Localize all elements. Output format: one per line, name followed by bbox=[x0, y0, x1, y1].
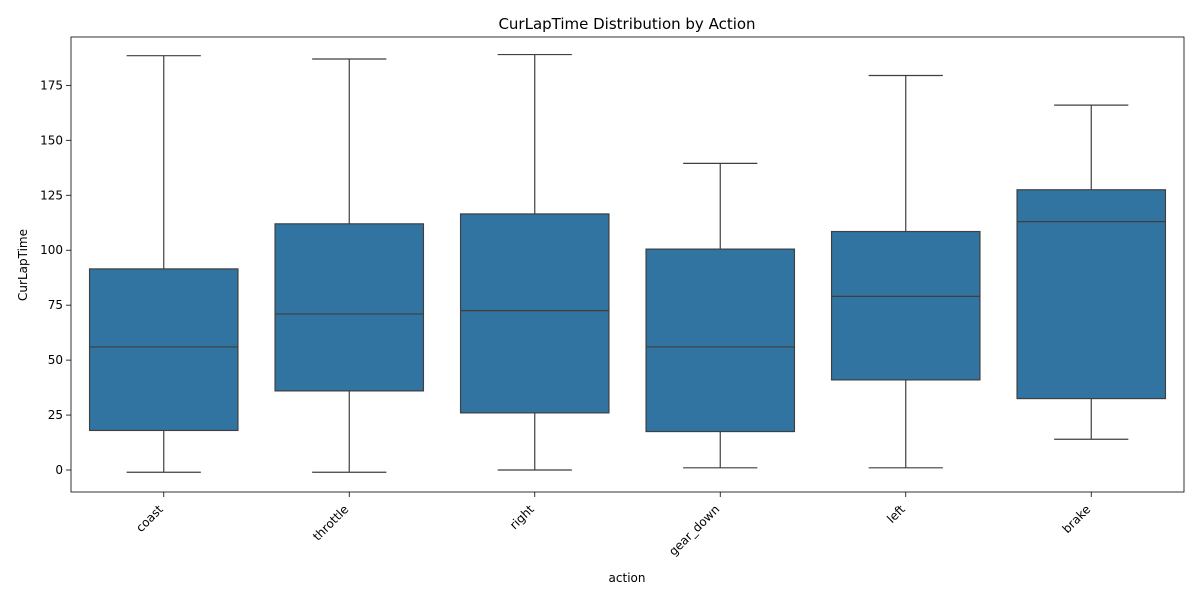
y-tick-label: 25 bbox=[48, 408, 63, 422]
box-coast bbox=[88, 268, 239, 432]
box-right bbox=[459, 213, 610, 414]
y-tick-label: 75 bbox=[48, 298, 63, 312]
box-throttle bbox=[274, 223, 425, 392]
x-tick-label: brake bbox=[1060, 502, 1094, 536]
y-tick-label: 175 bbox=[40, 78, 63, 92]
y-tick-label: 150 bbox=[40, 133, 63, 147]
plot-frame bbox=[70, 36, 1185, 493]
x-tick-label: gear_down bbox=[666, 502, 722, 558]
box-gear_down bbox=[645, 248, 796, 433]
x-tick-label: right bbox=[507, 502, 537, 532]
y-tick-label: 125 bbox=[40, 188, 63, 202]
x-tick-label: throttle bbox=[310, 502, 351, 543]
chart-title: CurLapTime Distribution by Action bbox=[498, 15, 755, 33]
x-tick-label: coast bbox=[133, 502, 166, 535]
box-left bbox=[830, 230, 981, 381]
box-brake bbox=[1016, 189, 1167, 400]
y-tick-label: 50 bbox=[48, 353, 63, 367]
y-tick-label: 0 bbox=[55, 463, 63, 477]
y-tick-label: 100 bbox=[40, 243, 63, 257]
x-tick-label: left bbox=[884, 502, 908, 526]
plot-area: 0 25 50 75 100 125 150 175 coast throttle right gea… bbox=[40, 36, 1185, 559]
x-axis-label: action bbox=[609, 571, 646, 585]
y-axis-label: CurLapTime bbox=[16, 229, 30, 301]
